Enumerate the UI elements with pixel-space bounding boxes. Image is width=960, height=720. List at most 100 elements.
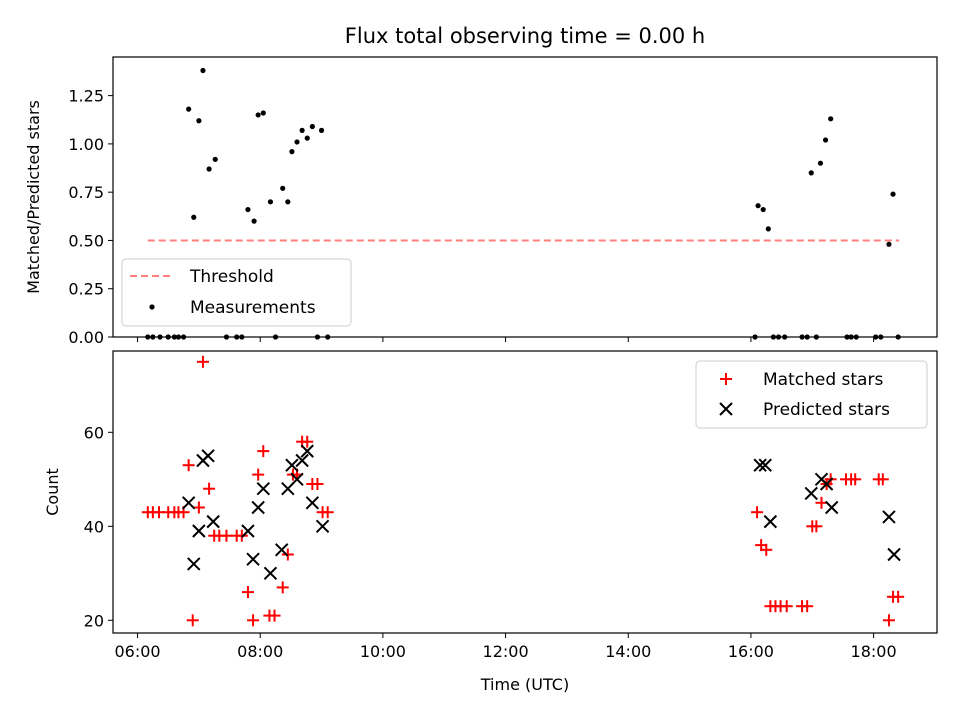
- bottom-y-tick-label: 20: [84, 611, 104, 630]
- top-panel: 0.00 0.25 0.50 0.75 1.00 1.25 Matched/Predict…: [24, 56, 938, 347]
- matched-star-point: [241, 586, 254, 599]
- measurement-point: [186, 106, 192, 112]
- matched-star-point: [849, 473, 862, 486]
- predicted-star-point: [251, 500, 265, 515]
- matched-star-point: [815, 496, 828, 509]
- measurement-point: [212, 156, 218, 162]
- predicted-star-point: [305, 496, 320, 510]
- legend-predicted-swatch: [719, 402, 733, 416]
- predicted-star-point: [201, 449, 215, 463]
- bottom-y-tick-label: 60: [84, 423, 104, 442]
- predicted-star-point: [824, 500, 839, 515]
- x-tick-label: 18:00: [851, 642, 897, 661]
- measurement-point: [191, 214, 197, 220]
- matched-star-point: [780, 600, 793, 613]
- legend-threshold-label: Threshold: [189, 267, 274, 287]
- predicted-star-point: [192, 524, 206, 538]
- matched-star-point: [892, 590, 905, 603]
- measurement-point: [890, 191, 896, 197]
- predicted-star-point: [819, 477, 834, 491]
- top-legend-frame: [121, 258, 352, 327]
- predicted-star-point: [295, 453, 309, 468]
- measurement-point: [765, 226, 771, 232]
- matched-star-point: [196, 355, 209, 368]
- matched-star-point: [311, 478, 324, 491]
- top-y-tick-label: 1.00: [68, 135, 104, 154]
- matched-star-point: [268, 609, 281, 622]
- measurement-point: [318, 127, 325, 133]
- matched-star-point: [751, 506, 764, 519]
- measurement-point: [808, 170, 814, 176]
- x-tick-label: 10:00: [360, 642, 406, 661]
- top-y-tick-label: 0.50: [68, 231, 104, 250]
- matched-star-point: [301, 435, 314, 448]
- measurement-point: [886, 241, 892, 247]
- top-y-tick-label: 0.25: [68, 280, 104, 299]
- predicted-star-point: [246, 552, 260, 566]
- predicted-star-point: [181, 496, 196, 510]
- bottom-legend-frame: [695, 360, 928, 429]
- chart-title: Flux total observing time = 0.00 h: [345, 24, 705, 48]
- matched-star-point: [203, 482, 216, 495]
- predicted-star-point: [187, 557, 201, 571]
- matched-star-point: [220, 529, 233, 542]
- measurement-point: [817, 160, 824, 166]
- predicted-star-point: [241, 524, 255, 538]
- top-legend: Threshold Measurements: [121, 258, 352, 327]
- matched-star-point: [760, 543, 773, 556]
- predicted-star-point: [300, 444, 314, 458]
- legend-predicted-label: Predicted stars: [763, 400, 890, 420]
- measurement-point: [285, 199, 291, 205]
- predicted-star-point: [804, 486, 818, 501]
- measurement-point: [822, 137, 829, 143]
- top-y-axis-label: Matched/Predicted stars: [24, 100, 43, 294]
- top-y-tick-label: 0.75: [68, 183, 104, 202]
- matched-star-point: [252, 468, 265, 481]
- x-tick-label: 06:00: [114, 642, 160, 661]
- measurement-point: [260, 110, 266, 116]
- matched-star-point: [810, 520, 823, 533]
- predicted-star-point: [285, 458, 299, 472]
- measurement-point: [255, 112, 261, 118]
- measurement-point: [309, 123, 315, 130]
- measurement-point: [294, 139, 300, 145]
- predicted-star-point: [256, 482, 270, 496]
- matched-star-point: [182, 459, 195, 472]
- x-tick-label: 08:00: [237, 642, 283, 661]
- measurement-point: [200, 67, 206, 74]
- measurement-point: [755, 203, 761, 209]
- matched-star-point: [882, 614, 895, 627]
- measurement-point: [267, 199, 274, 205]
- measurement-point: [280, 185, 286, 191]
- x-tick-label: 16:00: [728, 642, 774, 661]
- predicted-star-point: [758, 458, 772, 472]
- top-plot-frame: [112, 56, 938, 338]
- measurement-point: [196, 118, 202, 124]
- bottom-y-axis-label: Count: [43, 468, 62, 516]
- predicted-star-point: [290, 472, 304, 487]
- matched-star-point: [186, 614, 199, 627]
- legend-measurements-swatch: [149, 304, 155, 310]
- predicted-star-point: [753, 458, 767, 472]
- predicted-star-point: [882, 510, 896, 524]
- matched-star-point: [876, 473, 889, 486]
- matched-star-point: [235, 529, 248, 542]
- x-axis-label: Time (UTC): [480, 675, 569, 694]
- top-y-tick-label: 0.00: [68, 328, 104, 347]
- measurement-point: [206, 166, 212, 172]
- measurement-point: [251, 218, 257, 224]
- bottom-y-tick-label: 40: [84, 517, 104, 536]
- matched-star-point: [321, 506, 334, 519]
- bottom-legend: Matched stars Predicted stars: [695, 360, 928, 429]
- x-tick-label: 12:00: [483, 642, 529, 661]
- legend-matched-swatch: [720, 373, 732, 385]
- matched-star-point: [192, 501, 205, 514]
- matched-star-point: [257, 445, 270, 458]
- legend-measurements-label: Measurements: [190, 298, 316, 318]
- predicted-star-point: [263, 566, 278, 581]
- matched-star-point: [276, 581, 289, 594]
- predicted-star-point: [274, 543, 289, 557]
- measurement-point: [299, 127, 305, 133]
- x-tick-label: 14:00: [605, 642, 651, 661]
